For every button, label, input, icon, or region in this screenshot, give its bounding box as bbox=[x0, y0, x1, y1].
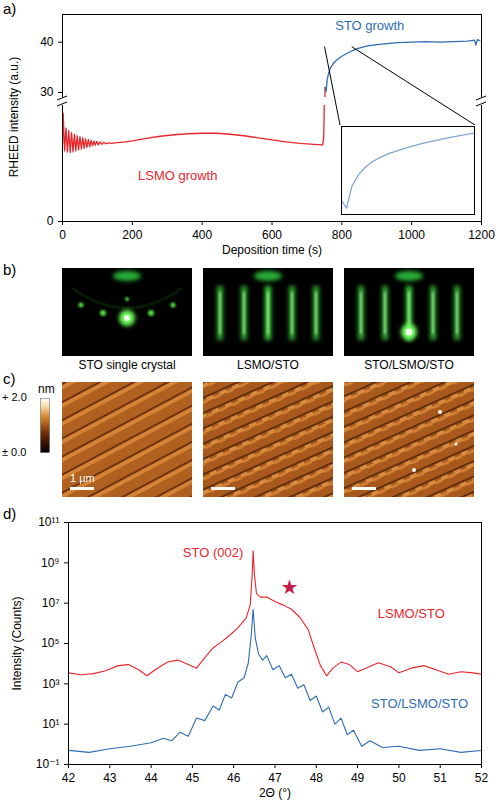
html-text:STO/LSMO/STO: STO/LSMO/STO bbox=[364, 358, 454, 372]
svg-text:40: 40 bbox=[40, 35, 54, 49]
svg-text:0: 0 bbox=[47, 214, 54, 228]
svg-text:42: 42 bbox=[62, 771, 76, 785]
svg-text:Intensity (Counts): Intensity (Counts) bbox=[10, 596, 24, 690]
svg-text:1200: 1200 bbox=[468, 228, 495, 242]
svg-text:2Θ (°): 2Θ (°) bbox=[259, 786, 291, 800]
svg-text:Deposition time (s): Deposition time (s) bbox=[222, 243, 322, 257]
svg-text:LSMO/STO: LSMO/STO bbox=[378, 606, 445, 621]
svg-text:10⁷: 10⁷ bbox=[42, 596, 60, 610]
html-text:b): b) bbox=[3, 261, 17, 278]
svg-text:0: 0 bbox=[59, 228, 66, 242]
html-text:LSMO/STO: LSMO/STO bbox=[237, 358, 299, 372]
svg-text:45: 45 bbox=[186, 771, 200, 785]
svg-text:600: 600 bbox=[262, 228, 282, 242]
html-text:c): c) bbox=[3, 370, 16, 387]
html-text:a): a) bbox=[3, 0, 17, 17]
svg-text:49: 49 bbox=[351, 771, 365, 785]
svg-text:STO growth: STO growth bbox=[335, 18, 404, 33]
svg-text:1 µm: 1 µm bbox=[70, 472, 95, 484]
svg-text:50: 50 bbox=[392, 771, 406, 785]
svg-text:10⁵: 10⁵ bbox=[41, 636, 59, 650]
svg-text:10¹: 10¹ bbox=[42, 717, 59, 731]
svg-text:30: 30 bbox=[40, 85, 54, 99]
svg-text:10³: 10³ bbox=[42, 677, 59, 691]
html-text:± 0.0: ± 0.0 bbox=[2, 446, 27, 458]
html-text:RHEED intensity (a.u.): RHEED intensity (a.u.) bbox=[7, 56, 21, 178]
svg-text:1000: 1000 bbox=[398, 228, 425, 242]
svg-text:10⁹: 10⁹ bbox=[41, 556, 60, 570]
svg-text:STO (002): STO (002) bbox=[183, 545, 243, 560]
svg-text:51: 51 bbox=[434, 771, 448, 785]
svg-text:46: 46 bbox=[227, 771, 241, 785]
svg-text:44: 44 bbox=[144, 771, 158, 785]
svg-text:STO/LSMO/STO: STO/LSMO/STO bbox=[371, 696, 468, 711]
html-text:+ 2.0: + 2.0 bbox=[2, 391, 27, 403]
svg-text:47: 47 bbox=[268, 771, 282, 785]
html-text:d): d) bbox=[3, 505, 17, 522]
svg-text:10⁻¹: 10⁻¹ bbox=[36, 757, 60, 771]
svg-text:200: 200 bbox=[122, 228, 142, 242]
html-text:nm: nm bbox=[38, 382, 55, 396]
html-text:STO single crystal: STO single crystal bbox=[78, 358, 176, 372]
svg-text:400: 400 bbox=[192, 228, 212, 242]
svg-text:10¹¹: 10¹¹ bbox=[38, 515, 59, 529]
svg-text:★: ★ bbox=[280, 576, 298, 598]
svg-text:LSMO growth: LSMO growth bbox=[138, 168, 217, 183]
svg-text:48: 48 bbox=[310, 771, 324, 785]
svg-text:800: 800 bbox=[332, 228, 352, 242]
svg-text:52: 52 bbox=[475, 771, 489, 785]
svg-text:43: 43 bbox=[103, 771, 117, 785]
